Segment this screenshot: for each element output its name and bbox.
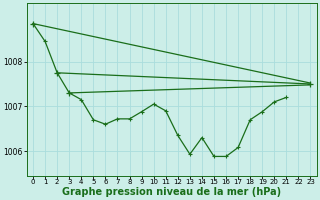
X-axis label: Graphe pression niveau de la mer (hPa): Graphe pression niveau de la mer (hPa) xyxy=(62,187,281,197)
